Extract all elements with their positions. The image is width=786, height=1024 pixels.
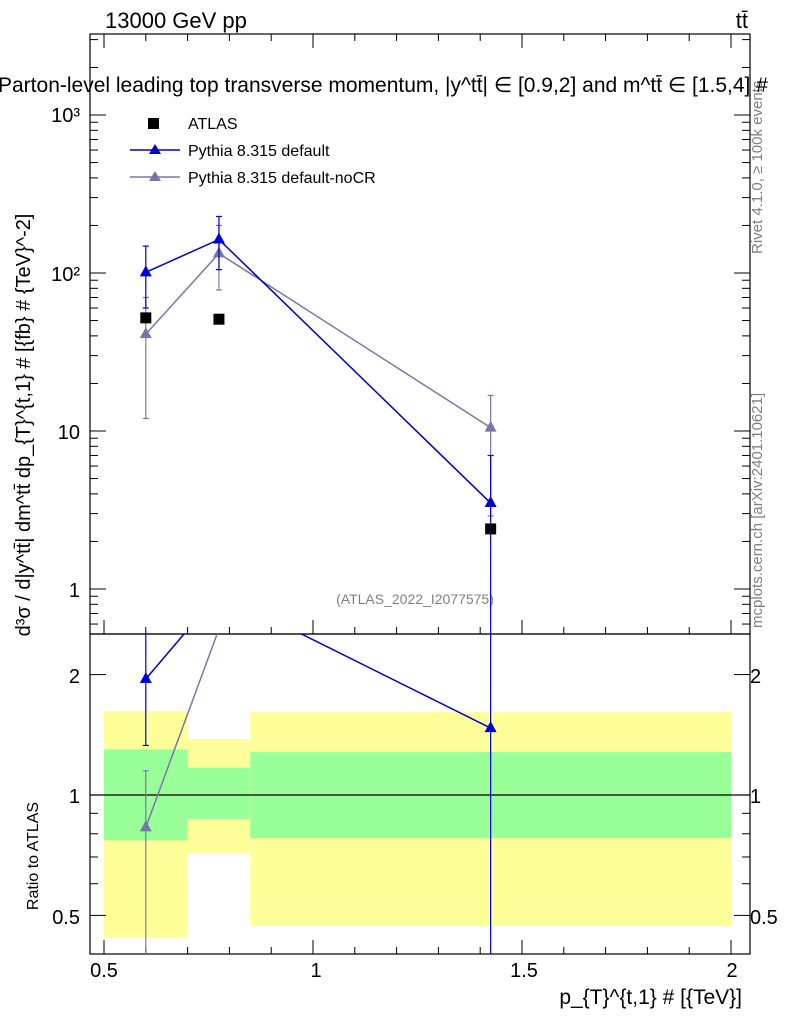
legend-marker-default [149, 144, 161, 154]
ratio-y-axis-title: Ratio to ATLAS [25, 802, 42, 910]
x-tick-label-2: 2 [726, 960, 737, 982]
ratio-line-default [145, 634, 491, 729]
band-inner-1 [187, 767, 251, 820]
main-y-tick-labels: 1 10 10² 10³ [51, 105, 80, 602]
ratio-point-default [213, 586, 225, 597]
ratio-point-default [484, 721, 497, 733]
data-point-nocr [139, 327, 152, 339]
ratio-data-layer [139, 586, 497, 954]
axis-ticks [90, 34, 750, 954]
x-tick-label-05: 0.5 [90, 960, 118, 982]
x-tick-labels: 0.5 1 1.5 2 [90, 960, 737, 982]
data-point-default [484, 496, 497, 508]
legend-marker-nocr [149, 171, 161, 181]
x-tick-label-15: 1.5 [510, 960, 538, 982]
ratio-tick-1: 1 [69, 786, 80, 808]
process-label: tt̄ [736, 8, 748, 33]
legend-label-default: Pythia 8.315 default [188, 143, 330, 160]
ratio-uncertainty-bands [90, 711, 750, 938]
x-axis-title: p_{T}^{t,1} # [{TeV}] [559, 986, 742, 1009]
legend-marker-atlas [148, 118, 159, 129]
y-tick-label-1000: 10³ [51, 105, 80, 127]
ratio-tick-05-right: 0.5 [750, 907, 778, 929]
ratio-point-default [139, 671, 152, 683]
ratio-line-nocr [145, 634, 218, 828]
data-point-default [139, 265, 152, 277]
series-line-nocr [145, 252, 492, 429]
data-point-nocr [484, 420, 497, 432]
plot-title: Parton-level leading top transverse mome… [0, 74, 768, 97]
y-tick-label-1: 1 [69, 580, 80, 602]
legend-label-atlas: ATLAS [188, 116, 238, 133]
data-point-atlas [140, 312, 152, 324]
ratio-panel-frame [89, 633, 751, 955]
data-point-default [212, 232, 225, 244]
main-y-axis-title: d³σ / d|y^tt̄| dm^tt̄ dp_{T}^{t,1} # [{f… [13, 214, 35, 637]
rivet-label: Rivet 4.1.0, ≥ 100k events [749, 81, 766, 254]
y-tick-label-100: 10² [51, 264, 80, 286]
main-data-layer [139, 215, 497, 634]
x-tick-label-1: 1 [310, 960, 321, 982]
series-line-default [145, 238, 492, 504]
data-point-atlas [485, 523, 497, 535]
data-point-atlas [213, 313, 225, 325]
legend-label-nocr: Pythia 8.315 default-noCR [188, 170, 376, 187]
mcplots-label: mcplots.cern.ch [arXiv:2401.10621] [749, 393, 766, 628]
legend: ATLAS Pythia 8.315 default Pythia 8.315 … [130, 116, 376, 187]
ratio-tick-2-right: 2 [750, 666, 761, 688]
ratio-point-nocr [213, 622, 225, 633]
ratio-tick-1-right: 1 [750, 786, 761, 808]
energy-label: 13000 GeV pp [105, 8, 247, 33]
ratio-point-nocr [139, 820, 152, 832]
y-tick-label-10: 10 [58, 422, 80, 444]
ratio-y-tick-labels: 2 1 0.5 2 1 0.5 [52, 666, 778, 929]
analysis-watermark: (ATLAS_2022_I2077575) [336, 591, 494, 607]
ratio-tick-2: 2 [69, 666, 80, 688]
ratio-tick-05: 0.5 [52, 907, 80, 929]
